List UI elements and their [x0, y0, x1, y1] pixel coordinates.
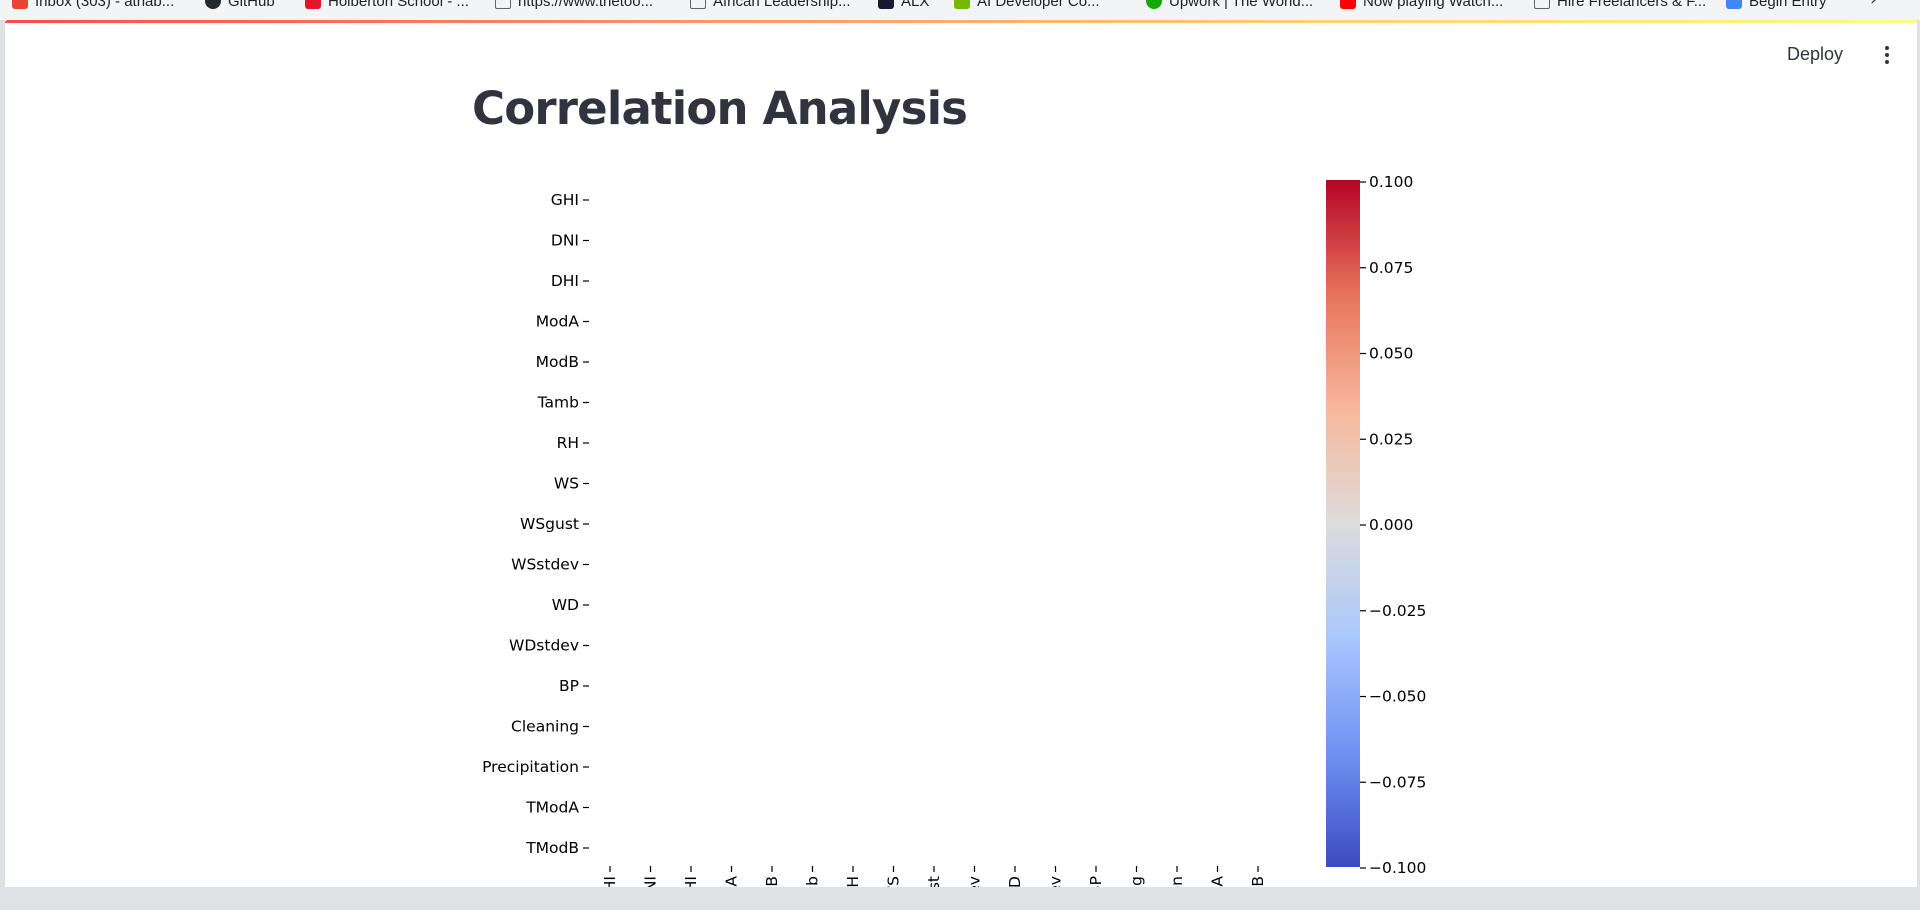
colorbar-tick-label: 0.025 [1369, 430, 1413, 448]
y-tick-label: DHI [551, 272, 579, 290]
colorbar-tick-label: 0.075 [1369, 259, 1413, 277]
deploy-button[interactable]: Deploy [1787, 43, 1844, 64]
bookmark-label: Hire Freelancers & F... [1557, 0, 1707, 10]
y-tick-label: RH [557, 434, 579, 452]
bookmark-item[interactable]: AI Developer Co... [954, 0, 1100, 11]
bookmark-label: Begin Entry [1749, 0, 1827, 10]
colorbar-tick-label: −0.100 [1369, 859, 1426, 877]
upwork-icon [1146, 0, 1162, 9]
colorbar-tick-label: 0.050 [1369, 345, 1413, 363]
y-tick-label: WSgust [520, 515, 579, 533]
y-tick-label: Precipitation [482, 758, 579, 776]
y-tick-label: WSstdev [511, 556, 579, 574]
chevron-right-icon[interactable]: › [1870, 0, 1877, 10]
bookmark-label: AI Developer Co... [977, 0, 1100, 10]
bookmark-item[interactable]: https://www.thetoo... [495, 0, 653, 11]
y-tick-label: WD [552, 596, 579, 614]
colorbar-tick-label: 0.000 [1369, 516, 1413, 534]
y-axis-ticks: GHI DNI DHI ModA ModB Tamb RH WS WSgust WSstdev WD… [482, 191, 589, 857]
nvidia-icon [954, 0, 970, 9]
y-tick-label: Cleaning [511, 718, 579, 736]
bookmark-item[interactable]: Inbox (303) - athab... [12, 0, 174, 11]
colorbar-tick-label: −0.075 [1369, 773, 1426, 791]
menu-dot [1885, 60, 1889, 64]
bookmark-label: African Leadership... [713, 0, 851, 10]
bookmark-item[interactable]: GitHub [205, 0, 275, 11]
bookmark-item[interactable]: ALX [878, 0, 929, 11]
youtube-icon [1340, 0, 1356, 9]
y-tick-label: TModA [525, 799, 579, 817]
bookmark-item[interactable]: Upwork | The World... [1146, 0, 1313, 11]
page-icon [1534, 0, 1550, 9]
bookmark-label: GitHub [228, 0, 275, 10]
more-vert-icon[interactable] [1873, 40, 1901, 70]
correlation-heatmap: GHI DNI DHI ModA ModB Tamb RH WS WSgust WSstdev WD… [482, 173, 1426, 906]
colorbar [1326, 180, 1360, 867]
alx-icon [878, 0, 894, 9]
bookmark-label: ALX [901, 0, 930, 10]
menu-dot [1885, 46, 1889, 50]
y-tick-label: TModB [525, 839, 579, 857]
bookmark-item[interactable]: African Leadership... [690, 0, 851, 11]
gmail-icon [12, 0, 28, 9]
bookmarks-bar: Inbox (303) - athab... GitHub Holberton Sc… [0, 0, 1920, 20]
bookmark-label: https://www.thetoo... [518, 0, 654, 10]
github-icon [205, 0, 221, 9]
y-tick-label: Tamb [537, 394, 579, 412]
holberton-icon [305, 0, 321, 9]
page-icon [495, 0, 511, 9]
bookmark-item[interactable]: Holberton School - ... [305, 0, 469, 11]
y-tick-label: WS [554, 475, 579, 493]
colorbar-tick-label: 0.100 [1369, 173, 1413, 191]
bookmark-item[interactable]: Hire Freelancers & F... [1534, 0, 1706, 11]
header-decoration [5, 20, 1917, 23]
colorbar-tick-label: −0.025 [1369, 602, 1426, 620]
window-bottom-edge [0, 887, 1920, 910]
sheet-icon [1726, 0, 1742, 9]
y-tick-label: GHI [551, 191, 579, 209]
y-tick-label: BP [559, 677, 579, 695]
y-tick-label: ModB [536, 353, 579, 371]
colorbar-ticks: 0.100 0.075 0.050 0.025 0.000 −0.025 −0.050 −0.… [1360, 173, 1426, 877]
y-tick-label: ModA [536, 313, 580, 331]
bookmark-item[interactable]: Now playing Watch... [1340, 0, 1503, 11]
bookmark-label: Inbox (303) - athab... [35, 0, 175, 10]
colorbar-tick-label: −0.050 [1369, 688, 1426, 706]
bookmark-label: Upwork | The World... [1169, 0, 1314, 10]
y-tick-label: WDstdev [509, 637, 579, 655]
y-tick-label: DNI [551, 232, 579, 250]
menu-dot [1885, 53, 1889, 57]
page-title: Correlation Analysis [472, 82, 968, 135]
bookmark-label: Holberton School - ... [328, 0, 469, 10]
bookmark-item[interactable]: Begin Entry [1726, 0, 1827, 11]
bookmark-label: Now playing Watch... [1363, 0, 1504, 10]
page-icon [690, 0, 706, 9]
app-main: Deploy Correlation Analysis GHI DNI DHI Mod… [5, 20, 1917, 908]
